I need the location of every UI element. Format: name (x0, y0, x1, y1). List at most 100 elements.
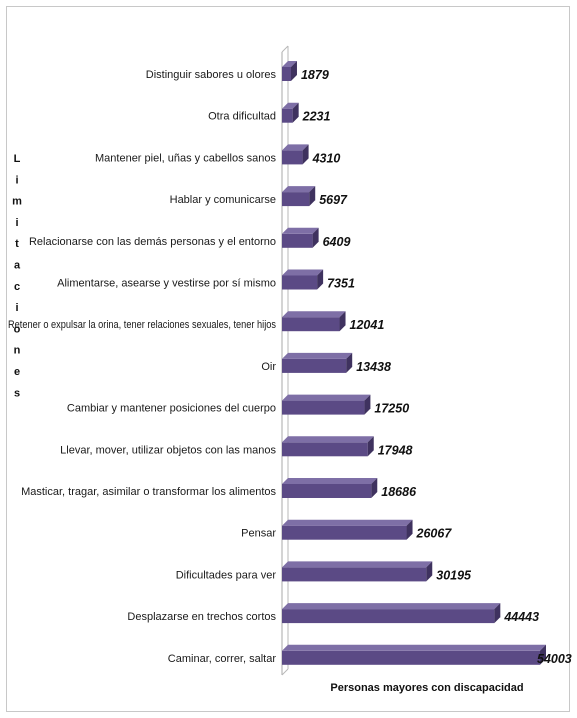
y-axis-title-letter: c (14, 281, 20, 293)
value-label: 7351 (327, 277, 355, 291)
value-label: 2231 (302, 110, 331, 124)
bar-front (282, 400, 365, 415)
bar-top (282, 269, 324, 276)
bar-top (282, 102, 299, 109)
category-label: Oir (261, 361, 276, 373)
category-label: Hablar y comunicarse (170, 194, 276, 206)
value-label: 18686 (381, 485, 417, 499)
bar-top (282, 394, 371, 401)
bar-side (540, 644, 546, 665)
bar-side (317, 269, 324, 290)
bar (282, 352, 353, 373)
value-label: 5697 (319, 193, 348, 207)
value-label: 6409 (323, 235, 351, 249)
bar-side (426, 561, 433, 582)
bar (282, 561, 433, 582)
bar (282, 102, 299, 123)
category-label: Dificultades para ver (176, 569, 277, 581)
value-label: 13438 (356, 360, 391, 374)
bar-front (282, 525, 407, 540)
bar-top (282, 352, 353, 359)
y-axis-title-letter: s (14, 387, 20, 399)
bar-front (282, 317, 340, 332)
category-label: Cambiar y mantener posiciones del cuerpo (67, 403, 276, 415)
bar (282, 644, 546, 665)
bar-top (282, 519, 413, 526)
bar-front (282, 567, 427, 582)
bar (282, 61, 297, 81)
y-axis-title-letter: i (15, 302, 18, 314)
bar-top (282, 144, 309, 151)
value-label: 30195 (436, 568, 472, 582)
y-axis-title-letter: L (14, 153, 21, 165)
bar-front (282, 484, 372, 498)
y-axis-title-letter: m (12, 196, 22, 208)
bar (282, 519, 413, 540)
bar (282, 311, 346, 332)
value-label: 4310 (312, 151, 341, 165)
bar (282, 478, 378, 498)
category-label: Alimentarse, asearse y vestirse por sí m… (57, 278, 276, 290)
y-axis-title-letter: a (14, 260, 21, 272)
bar-front (282, 442, 368, 457)
bar (282, 186, 316, 207)
bar-side (346, 352, 353, 373)
value-label: 17948 (378, 443, 413, 457)
bar (282, 269, 324, 290)
category-label: Mantener piel, uñas y cabellos sanos (95, 152, 276, 164)
bar-front (282, 192, 310, 207)
bar (282, 394, 371, 415)
bar-top (282, 478, 378, 484)
bar-front (282, 650, 540, 665)
y-axis-title-letter: t (15, 238, 19, 250)
y-axis-title-letter: o (14, 323, 21, 335)
value-label: 54003 (537, 652, 572, 666)
bar-front (282, 358, 347, 373)
y-axis-title-letter: e (14, 366, 20, 378)
bar-top (282, 61, 297, 67)
category-label: Otra dificultad (208, 111, 276, 123)
bar-front (282, 108, 293, 123)
value-label: 26067 (416, 527, 453, 541)
bar-front (282, 67, 291, 81)
bar-top (282, 603, 501, 610)
bar-side (292, 102, 299, 123)
category-label: Caminar, correr, saltar (168, 653, 277, 665)
bar-top (282, 436, 374, 443)
bar-side (312, 227, 319, 248)
value-labels: 1879 2231 4310 5697 6409 7351 12041 13438 17250 1… (301, 68, 572, 666)
bar (282, 227, 319, 248)
y-axis-title-letter: i (15, 217, 18, 229)
bar (282, 603, 501, 624)
bar-top (282, 644, 546, 651)
bar-front (282, 275, 318, 290)
bar-side (302, 144, 309, 165)
bar (282, 436, 374, 457)
bar-top (282, 186, 316, 193)
bar-side (367, 436, 374, 457)
bar-top (282, 311, 346, 318)
value-label: 1879 (301, 68, 329, 82)
bar-top (282, 561, 433, 568)
y-axis-top-edge (281, 45, 289, 53)
bar-side (309, 186, 316, 207)
category-label: Distinguir sabores u olores (146, 69, 277, 81)
bar-side (364, 394, 371, 415)
bar-front (282, 233, 313, 248)
bar-side (494, 603, 501, 624)
category-labels: Distinguir sabores u olores Otra dificult… (8, 69, 276, 665)
y-axis-title-letter: i (15, 174, 18, 186)
category-label: Masticar, tragar, asimilar o transformar… (21, 486, 276, 498)
category-label: Desplazarse en trechos cortos (127, 611, 276, 623)
category-label: Llevar, mover, utilizar objetos con las … (60, 444, 276, 456)
bar-side (371, 478, 378, 498)
category-label: Pensar (241, 528, 276, 540)
value-label: 12041 (350, 318, 385, 332)
bar-side (406, 519, 413, 540)
category-label: Relacionarse con las demás personas y el… (29, 236, 276, 248)
x-axis-title: Personas mayores con discapacidad (330, 682, 523, 694)
category-label: Retener o expulsar la orina, tener relac… (8, 319, 276, 331)
bars (282, 61, 546, 665)
bar (282, 144, 309, 165)
bar-side (290, 61, 297, 81)
